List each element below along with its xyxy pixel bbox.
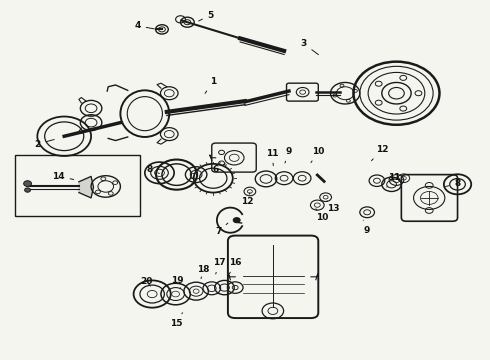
- Text: 5: 5: [198, 10, 214, 21]
- Text: 7: 7: [215, 223, 228, 237]
- Text: 1: 1: [205, 77, 217, 94]
- Text: 2: 2: [34, 139, 54, 149]
- Text: 17: 17: [213, 258, 226, 274]
- Text: 18: 18: [197, 265, 210, 279]
- Text: 8: 8: [445, 179, 461, 188]
- Text: 11: 11: [266, 149, 278, 166]
- Text: 12: 12: [371, 145, 388, 161]
- Text: 16: 16: [229, 258, 242, 274]
- Polygon shape: [79, 176, 94, 198]
- Text: 12: 12: [241, 193, 254, 206]
- Text: 19: 19: [172, 276, 184, 288]
- Text: 11: 11: [387, 173, 400, 187]
- Text: 13: 13: [327, 201, 339, 213]
- Text: 20: 20: [140, 276, 152, 286]
- Text: 14: 14: [52, 172, 74, 181]
- Text: 3: 3: [300, 39, 318, 55]
- Text: 4: 4: [134, 21, 154, 30]
- Text: 10: 10: [311, 147, 324, 163]
- Text: 9: 9: [363, 220, 370, 235]
- Text: 15: 15: [171, 313, 183, 328]
- Circle shape: [24, 188, 30, 192]
- Text: 6: 6: [213, 164, 225, 174]
- Text: 10: 10: [316, 209, 328, 222]
- Text: 9: 9: [285, 147, 292, 163]
- Text: 8: 8: [147, 165, 159, 174]
- Bar: [15, 155, 140, 216]
- Circle shape: [24, 181, 31, 186]
- Circle shape: [233, 218, 240, 223]
